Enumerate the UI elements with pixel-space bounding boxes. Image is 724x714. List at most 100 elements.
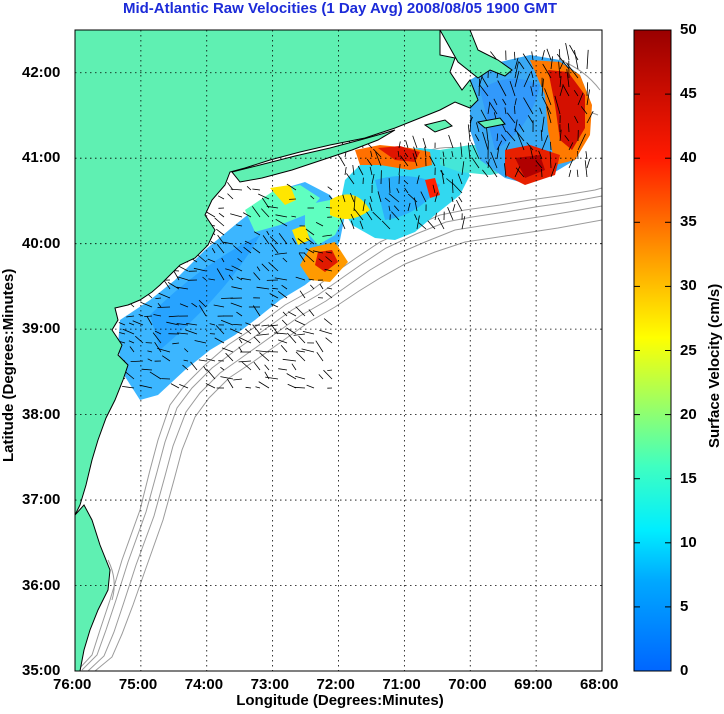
velocity-vector	[576, 169, 579, 178]
velocity-vector	[245, 329, 252, 335]
velocity-vector	[303, 252, 315, 263]
velocity-vector	[487, 158, 490, 169]
velocity-vector	[531, 51, 534, 61]
velocity-vector	[216, 228, 225, 236]
velocity-vector	[270, 303, 279, 308]
velocity-vector	[414, 214, 418, 221]
velocity-vector	[315, 222, 324, 227]
velocity-vector	[404, 187, 409, 194]
velocity-vector	[296, 350, 306, 353]
velocity-vector	[194, 340, 207, 344]
velocity-vector	[514, 105, 516, 115]
velocity-vector	[286, 183, 297, 191]
velocity-vector	[451, 179, 454, 194]
velocity-vector	[302, 331, 315, 335]
velocity-vector	[318, 258, 324, 263]
velocity-vector	[514, 128, 525, 142]
velocity-vector	[293, 333, 306, 336]
velocity-vector	[434, 192, 438, 203]
velocity-vector	[456, 199, 463, 212]
velocity-vector	[168, 315, 180, 318]
velocity-vector	[540, 129, 543, 142]
velocity-vector	[514, 70, 520, 88]
velocity-vector	[238, 337, 252, 344]
velocity-vector	[197, 254, 207, 263]
velocity-vector	[327, 369, 333, 371]
velocity-vector	[416, 215, 420, 230]
velocity-vector	[233, 245, 243, 254]
velocity-vector	[176, 323, 189, 326]
velocity-vector	[586, 89, 590, 106]
velocity-vector	[514, 61, 519, 79]
velocity-vector	[227, 378, 234, 389]
velocity-vector	[243, 246, 252, 254]
velocity-vector	[282, 311, 288, 317]
velocity-vector	[369, 166, 373, 176]
velocity-vector	[203, 365, 207, 371]
velocity-vector	[373, 148, 382, 158]
velocity-vector	[306, 237, 315, 245]
velocity-vector	[256, 266, 261, 272]
velocity-vector	[554, 95, 561, 115]
velocity-vector	[471, 142, 480, 160]
velocity-vector	[198, 299, 207, 308]
velocity-vector	[586, 111, 594, 124]
grid-lines	[75, 30, 602, 671]
velocity-vector	[388, 178, 391, 194]
velocity-vector	[420, 191, 427, 203]
velocity-vector	[407, 202, 411, 212]
velocity-vector	[259, 352, 270, 362]
velocity-vector	[220, 319, 234, 326]
colorbar-tick-label: 0	[680, 662, 689, 679]
velocity-vector	[388, 193, 400, 203]
velocity-vector	[467, 124, 471, 142]
velocity-vector	[458, 196, 463, 203]
velocity-vector	[128, 340, 135, 344]
velocity-vector	[474, 134, 480, 142]
velocity-vector	[261, 263, 270, 272]
velocity-vector	[550, 162, 557, 178]
velocity-vector	[253, 361, 261, 371]
velocity-vector	[342, 194, 346, 203]
velocity-vector	[198, 359, 207, 362]
x-tick-label: 69:00	[514, 676, 553, 693]
velocity-vector	[256, 333, 270, 336]
velocity-vector	[505, 142, 510, 151]
velocity-vector	[541, 78, 544, 97]
velocity-vector	[461, 216, 466, 230]
velocity-vector	[221, 347, 234, 353]
velocity-vector	[530, 147, 534, 160]
velocity-vector	[452, 182, 463, 194]
velocity-vector	[497, 80, 507, 97]
velocity-vector	[496, 140, 503, 151]
map-title: Mid-Atlantic Raw Velocities (1 Day Avg) …	[122, 0, 558, 17]
velocity-vector	[274, 332, 288, 335]
velocity-vector	[418, 222, 427, 230]
velocity-vector	[282, 257, 288, 263]
velocity-vector	[274, 252, 288, 255]
velocity-vector	[509, 80, 516, 97]
velocity-vector	[282, 358, 297, 362]
velocity-vector	[305, 228, 315, 236]
velocity-vector	[227, 193, 234, 200]
velocity-vector	[352, 164, 355, 176]
velocity-vector	[434, 212, 437, 221]
velocity-vector	[316, 351, 324, 362]
velocity-vector	[502, 98, 507, 106]
velocity-vector	[471, 157, 480, 169]
velocity-vector	[437, 217, 445, 230]
velocity-vector	[286, 332, 297, 344]
velocity-vector	[488, 101, 498, 115]
x-tick-label: 74:00	[184, 676, 224, 693]
velocity-vector	[140, 301, 153, 308]
velocity-vector	[398, 141, 401, 149]
y-tick-label: 42:00	[22, 63, 61, 81]
velocity-vector	[216, 268, 225, 281]
velocity-vector	[205, 383, 216, 389]
velocity-vector	[230, 213, 243, 218]
velocity-vector	[227, 182, 234, 191]
velocity-vector	[122, 328, 135, 335]
velocity-vector	[176, 332, 189, 335]
velocity-vector	[325, 207, 333, 209]
